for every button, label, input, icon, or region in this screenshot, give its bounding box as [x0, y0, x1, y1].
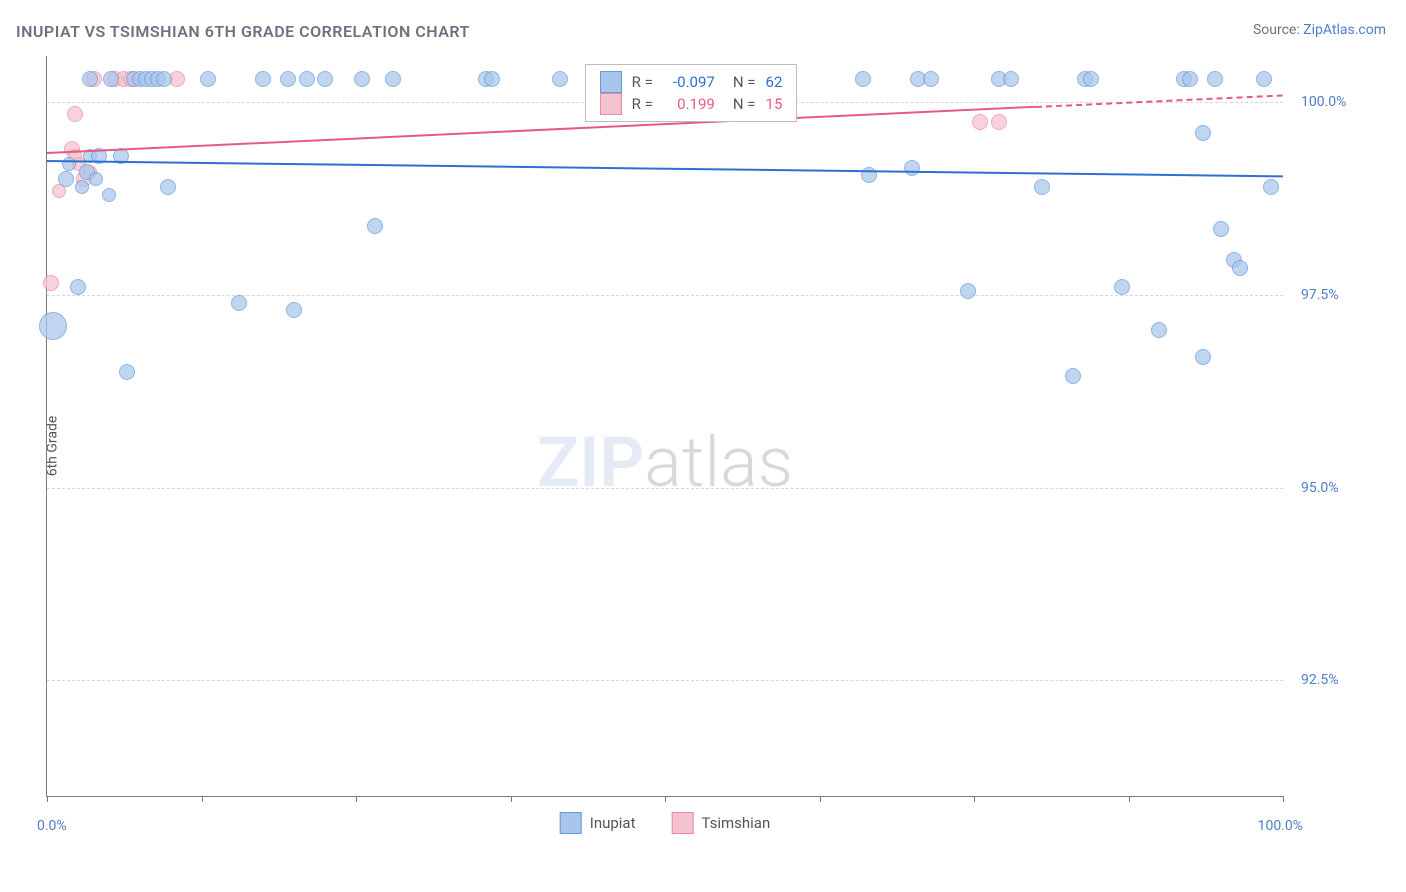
r-value: 0.199 — [663, 95, 715, 113]
legend-swatch — [600, 71, 622, 93]
r-label: R = — [632, 73, 653, 91]
legend-row: R = -0.097 N = 62 — [600, 71, 783, 93]
y-tick-label: 95.0% — [1301, 480, 1339, 496]
inupiat-point — [103, 71, 119, 87]
legend-item[interactable]: Inupiat — [560, 812, 636, 834]
inupiat-point — [62, 157, 76, 171]
x-tick-mark — [47, 796, 48, 802]
tsimshian-trend — [47, 106, 1036, 154]
tsimshian-point — [67, 106, 83, 122]
x-tick-mark — [511, 796, 512, 802]
stats-legend: R = -0.097 N = 62 R = 0.199 N = 15 — [585, 64, 798, 122]
watermark-bold: ZIP — [537, 422, 644, 504]
inupiat-point — [367, 218, 383, 234]
gridline — [47, 680, 1283, 681]
inupiat-point — [1003, 71, 1019, 87]
legend-swatch — [600, 93, 622, 115]
inupiat-point — [156, 71, 172, 87]
inupiat-point — [1195, 125, 1211, 141]
tsimshian-point — [43, 275, 59, 291]
x-tick-mark — [974, 796, 975, 802]
x-label-right: 100.0% — [1258, 818, 1303, 834]
inupiat-point — [39, 312, 67, 340]
inupiat-point — [960, 283, 976, 299]
y-tick-label: 92.5% — [1301, 672, 1339, 688]
inupiat-point — [855, 71, 871, 87]
inupiat-point — [102, 188, 116, 202]
x-tick-mark — [1283, 796, 1284, 802]
inupiat-point — [1151, 322, 1167, 338]
n-label: N = — [733, 73, 756, 91]
inupiat-point — [255, 71, 271, 87]
inupiat-point — [484, 71, 500, 87]
series-legend: Inupiat Tsimshian — [560, 812, 771, 834]
chart-title: INUPIAT VS TSIMSHIAN 6TH GRADE CORRELATI… — [16, 22, 470, 41]
inupiat-point — [385, 71, 401, 87]
inupiat-point — [231, 295, 247, 311]
x-tick-mark — [1129, 796, 1130, 802]
plot-area: ZIPatlas 92.5%95.0%97.5%100.0%0.0%100.0%… — [46, 56, 1283, 797]
inupiat-point — [1263, 179, 1279, 195]
legend-item[interactable]: Tsimshian — [672, 812, 771, 834]
watermark-light: atlas — [644, 422, 793, 504]
legend-label: Tsimshian — [702, 814, 771, 832]
x-tick-mark — [820, 796, 821, 802]
inupiat-point — [75, 180, 89, 194]
inupiat-point — [552, 71, 568, 87]
x-tick-mark — [356, 796, 357, 802]
inupiat-point — [286, 302, 302, 318]
inupiat-point — [160, 179, 176, 195]
tsimshian-point — [972, 114, 988, 130]
inupiat-point — [1213, 221, 1229, 237]
inupiat-point — [70, 279, 86, 295]
inupiat-point — [1114, 279, 1130, 295]
inupiat-point — [1065, 368, 1081, 384]
inupiat-point — [82, 71, 98, 87]
r-label: R = — [632, 95, 653, 113]
n-value: 62 — [766, 73, 783, 91]
inupiat-point — [58, 171, 74, 187]
inupiat-point — [1232, 260, 1248, 276]
inupiat-point — [904, 160, 920, 176]
inupiat-point — [299, 71, 315, 87]
legend-row: R = 0.199 N = 15 — [600, 93, 783, 115]
inupiat-point — [1207, 71, 1223, 87]
legend-swatch — [560, 812, 582, 834]
source-label: Source: ZipAtlas.com — [1253, 22, 1386, 38]
legend-swatch — [672, 812, 694, 834]
inupiat-point — [923, 71, 939, 87]
x-tick-mark — [665, 796, 666, 802]
x-tick-mark — [202, 796, 203, 802]
inupiat-point — [354, 71, 370, 87]
n-value: 15 — [766, 95, 783, 113]
legend-label: Inupiat — [590, 814, 636, 832]
inupiat-point — [1083, 71, 1099, 87]
inupiat-point — [317, 71, 333, 87]
inupiat-point — [1034, 179, 1050, 195]
watermark: ZIPatlas — [537, 422, 793, 504]
r-value: -0.097 — [663, 73, 715, 91]
n-label: N = — [733, 95, 756, 113]
y-tick-label: 100.0% — [1301, 94, 1346, 110]
x-label-left: 0.0% — [37, 818, 67, 834]
inupiat-point — [280, 71, 296, 87]
source-prefix: Source: — [1253, 22, 1303, 38]
inupiat-point — [119, 364, 135, 380]
inupiat-point — [89, 172, 103, 186]
inupiat-point — [1195, 349, 1211, 365]
gridline — [47, 488, 1283, 489]
inupiat-point — [1182, 71, 1198, 87]
tsimshian-point — [991, 114, 1007, 130]
y-tick-label: 97.5% — [1301, 287, 1339, 303]
inupiat-trend — [47, 160, 1283, 177]
source-link[interactable]: ZipAtlas.com — [1303, 22, 1386, 38]
inupiat-point — [1256, 71, 1272, 87]
inupiat-point — [200, 71, 216, 87]
